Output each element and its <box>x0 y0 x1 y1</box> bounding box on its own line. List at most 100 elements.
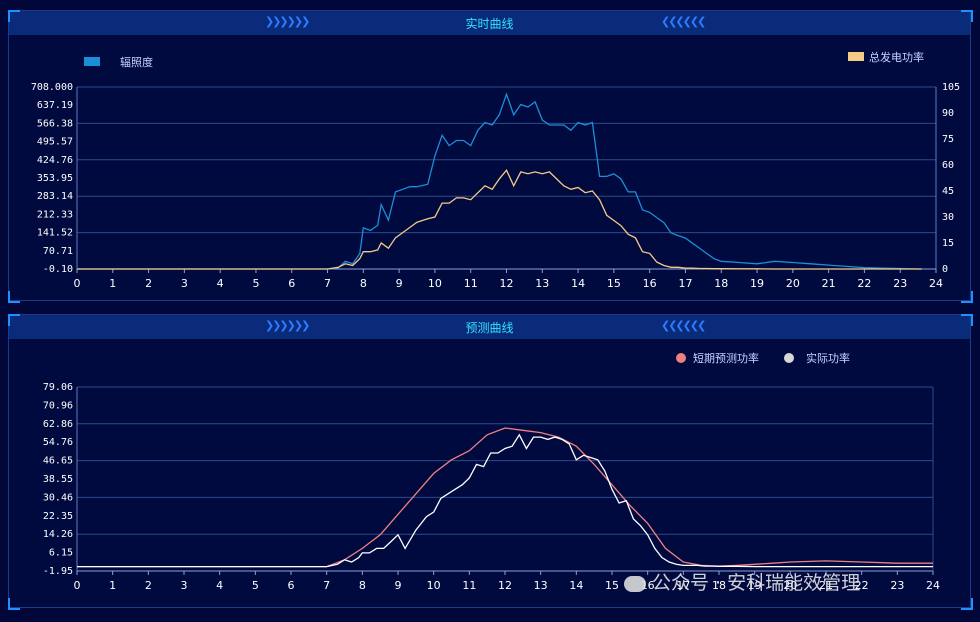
realtime-panel-title: 实时曲线 <box>465 17 514 31</box>
legend-marker-forecast[interactable] <box>676 353 686 363</box>
corner-bracket <box>961 291 973 303</box>
y-tick-label: 14.26 <box>43 529 73 540</box>
legend-label-forecast[interactable]: 短期预测功率 <box>693 351 759 365</box>
y-tick-label: 54.76 <box>43 437 73 448</box>
y-tick-label: 708.000 <box>31 82 73 93</box>
y-tick-label: 6.15 <box>49 548 73 559</box>
x-tick-label: 4 <box>217 277 224 290</box>
x-tick-label: 8 <box>359 579 366 592</box>
x-tick-label: 11 <box>462 579 476 592</box>
x-tick-label: 15 <box>607 277 621 290</box>
y-tick-label: 70.71 <box>43 246 73 257</box>
legend-label-irradiance[interactable]: 辐照度 <box>120 55 153 69</box>
x-tick-label: 20 <box>786 277 800 290</box>
x-tick-label: 8 <box>360 277 367 290</box>
y-tick-label: 495.57 <box>37 137 73 148</box>
series-line-1[interactable] <box>77 168 922 270</box>
y-tick-label: 637.19 <box>37 100 73 111</box>
corner-bracket <box>8 291 20 303</box>
legend-label-actual[interactable]: 实际功率 <box>806 351 850 365</box>
forecast-plot-area: 79.06 70.96 62.86 54.76 46.65 38.55 30.46 22.35… <box>43 382 940 592</box>
y2-tick-label: 15 <box>942 238 954 249</box>
y2-tick-label: 45 <box>942 186 954 197</box>
x-tick-label: 3 <box>181 579 188 592</box>
y-tick-label: 212.33 <box>37 209 73 220</box>
x-tick-label: 3 <box>181 277 188 290</box>
corner-bracket <box>961 10 973 22</box>
x-tick-label: 17 <box>678 277 692 290</box>
chevron-right-icon: ❯❯❯❯❯❯ <box>265 15 310 28</box>
y-tick-label: 62.86 <box>43 419 73 430</box>
x-tick-label: 15 <box>605 579 619 592</box>
legend-label-total-power[interactable]: 总发电功率 <box>869 50 924 64</box>
corner-bracket <box>961 598 973 610</box>
y-tick-label: 353.95 <box>37 173 73 184</box>
y-tick-label: -0.10 <box>43 264 73 275</box>
x-tick-label: 21 <box>822 277 836 290</box>
chevron-left-icon: ❮❮❮❮❮❮ <box>661 15 706 28</box>
x-tick-label: 6 <box>288 579 295 592</box>
x-tick-label: 24 <box>926 579 940 592</box>
x-tick-label: 19 <box>748 579 762 592</box>
x-tick-label: 4 <box>216 579 223 592</box>
x-tick-label: 10 <box>428 277 442 290</box>
x-tick-label: 12 <box>498 579 512 592</box>
realtime-panel: ❯❯❯❯❯❯ 实时曲线 ❮❮❮❮❮❮ <box>8 10 971 301</box>
corner-bracket <box>8 314 20 326</box>
x-tick-label: 2 <box>145 277 152 290</box>
legend-swatch-total-power[interactable] <box>848 52 864 61</box>
y2-tick-label: 105 <box>942 82 960 93</box>
x-tick-label: 24 <box>929 277 943 290</box>
x-tick-label: 6 <box>288 277 295 290</box>
x-tick-label: 0 <box>74 277 81 290</box>
legend-marker-actual[interactable] <box>784 353 794 363</box>
x-tick-label: 21 <box>819 579 833 592</box>
corner-bracket <box>961 314 973 326</box>
chevron-left-icon: ❮❮❮❮❮❮ <box>661 319 706 332</box>
y2-tick-label: 30 <box>942 212 954 223</box>
x-tick-label: 20 <box>783 579 797 592</box>
x-tick-label: 12 <box>500 277 514 290</box>
series-line-0[interactable] <box>77 92 922 270</box>
x-tick-label: 23 <box>890 579 904 592</box>
forecast-panel-header: ❯❯❯❯❯❯ 预测曲线 ❮❮❮❮❮❮ <box>9 315 970 339</box>
legend-swatch-irradiance[interactable] <box>84 57 100 66</box>
y-tick-label: 566.38 <box>37 118 73 129</box>
y-tick-label: 283.14 <box>37 191 73 202</box>
corner-bracket <box>8 598 20 610</box>
x-tick-label: 0 <box>74 579 81 592</box>
x-tick-label: 14 <box>571 277 585 290</box>
watermark: 公众号 · 安科瑞能效管理 <box>624 568 860 595</box>
y-tick-label: 38.55 <box>43 474 73 485</box>
forecast-panel-title: 预测曲线 <box>465 321 514 335</box>
x-tick-label: 11 <box>464 277 478 290</box>
y-tick-label: -1.95 <box>43 566 73 577</box>
y2-tick-label: 0 <box>942 264 948 275</box>
corner-bracket <box>8 10 20 22</box>
x-tick-label: 1 <box>109 579 116 592</box>
x-tick-label: 7 <box>324 277 331 290</box>
x-tick-label: 19 <box>750 277 764 290</box>
wechat-icon <box>624 575 646 592</box>
x-tick-label: 9 <box>395 579 402 592</box>
y-tick-label: 22.35 <box>43 511 73 522</box>
x-tick-label: 9 <box>396 277 403 290</box>
x-tick-label: 16 <box>643 277 657 290</box>
y-tick-label: 79.06 <box>43 382 73 393</box>
x-tick-label: 5 <box>252 277 259 290</box>
x-tick-label: 22 <box>857 277 871 290</box>
x-tick-label: 13 <box>535 277 549 290</box>
x-tick-label: 22 <box>855 579 869 592</box>
y-tick-label: 46.65 <box>43 456 73 467</box>
x-tick-label: 7 <box>323 579 330 592</box>
y2-tick-label: 60 <box>942 160 954 171</box>
x-tick-label: 18 <box>712 579 726 592</box>
y-tick-label: 141.52 <box>37 228 73 239</box>
watermark-text: 公众号 · 安科瑞能效管理 <box>652 572 861 594</box>
series-line-1[interactable] <box>77 433 933 568</box>
y2-tick-label: 90 <box>942 108 954 119</box>
x-tick-label: 10 <box>427 579 441 592</box>
x-tick-label: 1 <box>109 277 116 290</box>
x-tick-label: 18 <box>714 277 728 290</box>
x-tick-label: 13 <box>534 579 548 592</box>
